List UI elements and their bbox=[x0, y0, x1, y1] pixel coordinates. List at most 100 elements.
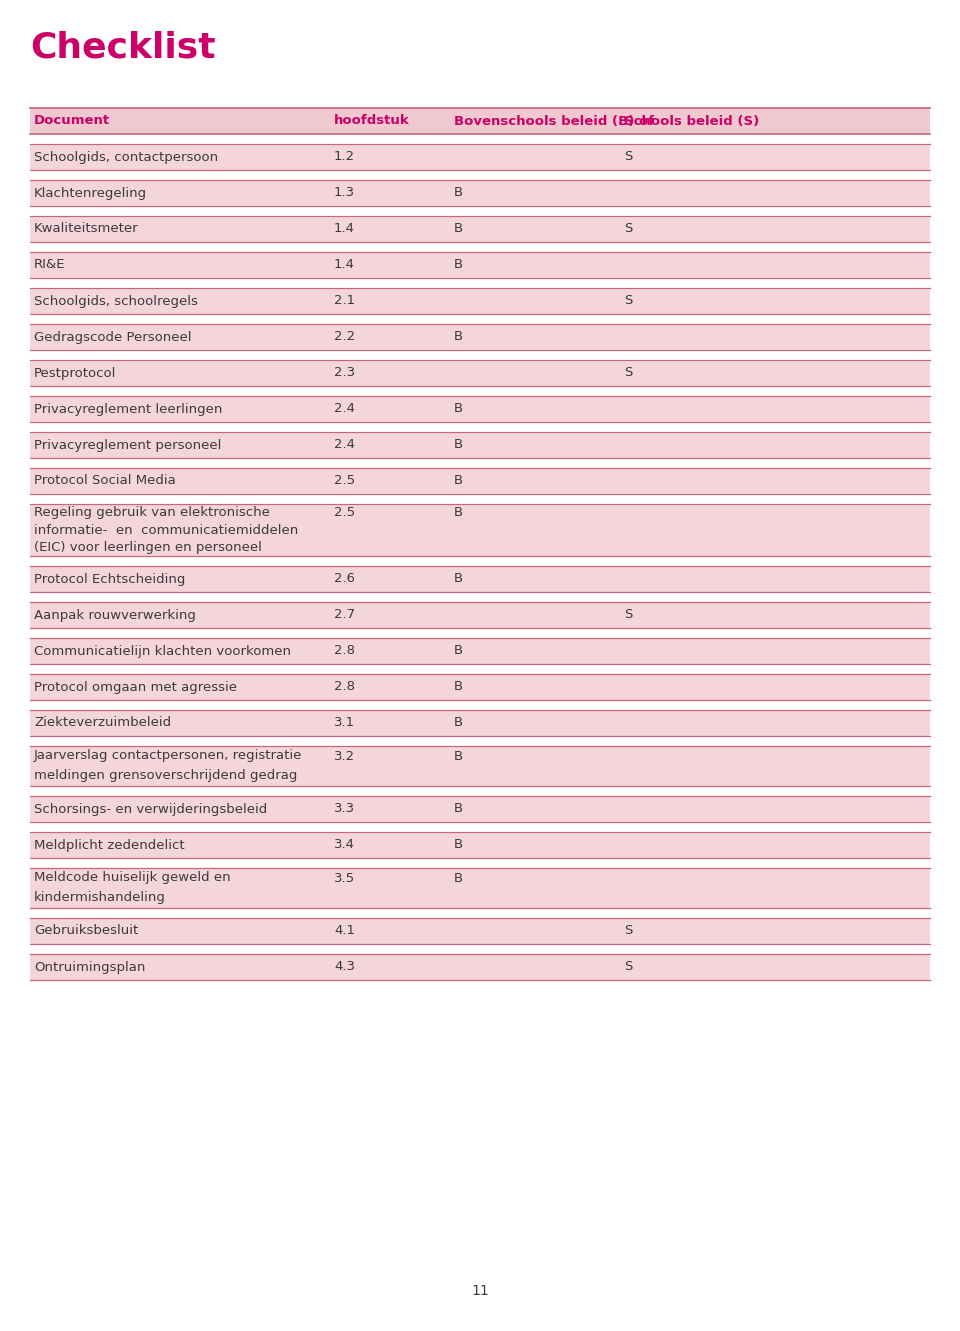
Text: 2.8: 2.8 bbox=[334, 680, 355, 693]
Text: B: B bbox=[454, 803, 463, 816]
Text: Schools beleid (S): Schools beleid (S) bbox=[624, 114, 759, 128]
Text: 2.3: 2.3 bbox=[334, 366, 355, 379]
Text: 2.7: 2.7 bbox=[334, 608, 355, 622]
Text: Regeling gebruik van elektronische: Regeling gebruik van elektronische bbox=[34, 506, 270, 519]
Bar bbox=[30, 397, 930, 422]
Bar bbox=[30, 323, 930, 350]
Text: Checklist: Checklist bbox=[30, 31, 216, 65]
Text: B: B bbox=[454, 749, 463, 763]
Text: B: B bbox=[454, 258, 463, 272]
Text: 2.4: 2.4 bbox=[334, 438, 355, 451]
Text: Schoolgids, contactpersoon: Schoolgids, contactpersoon bbox=[34, 150, 218, 164]
Bar bbox=[30, 954, 930, 980]
Text: Gebruiksbesluit: Gebruiksbesluit bbox=[34, 925, 138, 937]
Text: 2.5: 2.5 bbox=[334, 506, 355, 519]
Text: B: B bbox=[454, 330, 463, 343]
Text: S: S bbox=[624, 366, 633, 379]
Text: Klachtenregeling: Klachtenregeling bbox=[34, 186, 147, 200]
Text: B: B bbox=[454, 839, 463, 852]
Text: Gedragscode Personeel: Gedragscode Personeel bbox=[34, 330, 191, 343]
Bar bbox=[30, 745, 930, 787]
Text: hoofdstuk: hoofdstuk bbox=[334, 114, 410, 128]
Text: Communicatielijn klachten voorkomen: Communicatielijn klachten voorkomen bbox=[34, 644, 291, 658]
Text: Schorsings- en verwijderingsbeleid: Schorsings- en verwijderingsbeleid bbox=[34, 803, 267, 816]
Text: B: B bbox=[454, 506, 463, 519]
Text: Pestprotocol: Pestprotocol bbox=[34, 366, 116, 379]
Bar bbox=[30, 252, 930, 278]
Text: kindermishandeling: kindermishandeling bbox=[34, 892, 166, 905]
Text: B: B bbox=[454, 644, 463, 658]
Bar bbox=[30, 433, 930, 458]
Text: 2.2: 2.2 bbox=[334, 330, 355, 343]
Bar bbox=[30, 796, 930, 823]
Text: Protocol Echtscheiding: Protocol Echtscheiding bbox=[34, 572, 185, 586]
Text: meldingen grensoverschrijdend gedrag: meldingen grensoverschrijdend gedrag bbox=[34, 769, 298, 783]
Bar bbox=[30, 180, 930, 206]
Text: B: B bbox=[454, 402, 463, 415]
Bar bbox=[30, 638, 930, 664]
Text: Ontruimingsplan: Ontruimingsplan bbox=[34, 961, 145, 973]
Text: 3.4: 3.4 bbox=[334, 839, 355, 852]
Bar bbox=[30, 566, 930, 592]
Text: 11: 11 bbox=[471, 1284, 489, 1298]
Text: Schoolgids, schoolregels: Schoolgids, schoolregels bbox=[34, 294, 198, 307]
Text: S: S bbox=[624, 925, 633, 937]
Text: 2.6: 2.6 bbox=[334, 572, 355, 586]
Text: 2.8: 2.8 bbox=[334, 644, 355, 658]
Text: Privacyreglement personeel: Privacyreglement personeel bbox=[34, 438, 222, 451]
Bar bbox=[30, 673, 930, 700]
Text: S: S bbox=[624, 608, 633, 622]
Text: 1.4: 1.4 bbox=[334, 222, 355, 236]
Text: 3.2: 3.2 bbox=[334, 749, 355, 763]
Text: B: B bbox=[454, 716, 463, 729]
Text: 1.4: 1.4 bbox=[334, 258, 355, 272]
Text: 1.2: 1.2 bbox=[334, 150, 355, 164]
Bar bbox=[30, 504, 930, 556]
Text: 3.1: 3.1 bbox=[334, 716, 355, 729]
Text: 2.4: 2.4 bbox=[334, 402, 355, 415]
Text: S: S bbox=[624, 294, 633, 307]
Bar bbox=[30, 918, 930, 944]
Text: B: B bbox=[454, 572, 463, 586]
Text: 3.3: 3.3 bbox=[334, 803, 355, 816]
Bar bbox=[30, 868, 930, 908]
Text: 2.1: 2.1 bbox=[334, 294, 355, 307]
Text: Meldcode huiselijk geweld en: Meldcode huiselijk geweld en bbox=[34, 872, 230, 885]
Text: Meldplicht zedendelict: Meldplicht zedendelict bbox=[34, 839, 184, 852]
Text: Jaarverslag contactpersonen, registratie: Jaarverslag contactpersonen, registratie bbox=[34, 749, 302, 763]
Text: 1.3: 1.3 bbox=[334, 186, 355, 200]
Text: informatie-  en  communicatiemiddelen: informatie- en communicatiemiddelen bbox=[34, 523, 299, 536]
Text: B: B bbox=[454, 222, 463, 236]
Text: B: B bbox=[454, 680, 463, 693]
Text: (EIC) voor leerlingen en personeel: (EIC) voor leerlingen en personeel bbox=[34, 540, 262, 554]
Bar bbox=[30, 359, 930, 386]
Bar bbox=[30, 216, 930, 242]
Text: S: S bbox=[624, 222, 633, 236]
Text: Bovenschools beleid (B) of: Bovenschools beleid (B) of bbox=[454, 114, 654, 128]
Text: 4.3: 4.3 bbox=[334, 961, 355, 973]
Text: 3.5: 3.5 bbox=[334, 872, 355, 885]
Text: Ziekteverzuimbeleid: Ziekteverzuimbeleid bbox=[34, 716, 171, 729]
Bar bbox=[30, 108, 930, 134]
Text: S: S bbox=[624, 961, 633, 973]
Bar bbox=[30, 469, 930, 494]
Text: RI&E: RI&E bbox=[34, 258, 65, 272]
Text: Document: Document bbox=[34, 114, 110, 128]
Bar bbox=[30, 602, 930, 628]
Text: Aanpak rouwverwerking: Aanpak rouwverwerking bbox=[34, 608, 196, 622]
Bar bbox=[30, 144, 930, 170]
Text: Protocol Social Media: Protocol Social Media bbox=[34, 474, 176, 487]
Text: B: B bbox=[454, 186, 463, 200]
Text: Kwaliteitsmeter: Kwaliteitsmeter bbox=[34, 222, 138, 236]
Text: 4.1: 4.1 bbox=[334, 925, 355, 937]
Text: Privacyreglement leerlingen: Privacyreglement leerlingen bbox=[34, 402, 223, 415]
Text: B: B bbox=[454, 474, 463, 487]
Text: S: S bbox=[624, 150, 633, 164]
Text: Protocol omgaan met agressie: Protocol omgaan met agressie bbox=[34, 680, 237, 693]
Text: B: B bbox=[454, 872, 463, 885]
Text: B: B bbox=[454, 438, 463, 451]
Text: 2.5: 2.5 bbox=[334, 474, 355, 487]
Bar bbox=[30, 287, 930, 314]
Bar bbox=[30, 832, 930, 858]
Bar bbox=[30, 709, 930, 736]
